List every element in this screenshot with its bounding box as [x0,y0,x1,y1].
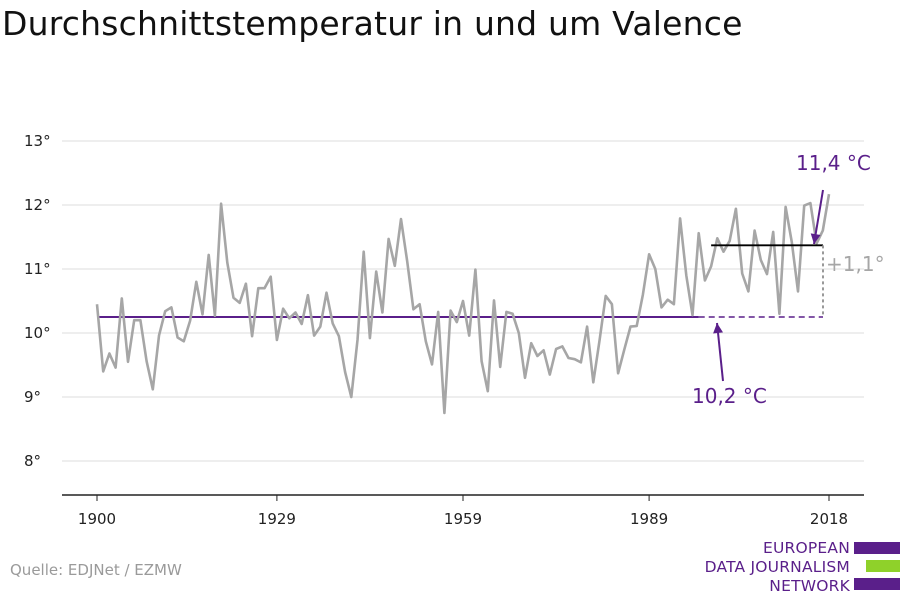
x-tick-label: 1929 [258,510,296,528]
series-layer [95,193,831,415]
y-tick-label: 8° [24,452,41,470]
x-tick-label: 1959 [444,510,482,528]
logo-bar-bottom [854,578,900,590]
difference-label: +1,1° [826,252,885,276]
logo-line-2: DATA JOURNALISM [704,558,850,576]
baseline-arrow-head [713,323,724,334]
chart-title: Durchschnittstemperatur in und um Valenc… [2,4,743,43]
temperature-series-line [95,193,831,415]
x-tick-label: 1900 [78,510,116,528]
x-axis: 1900 1929 1959 1989 2018 [62,494,864,528]
edjnet-logo: EUROPEAN DATA JOURNALISM NETWORK [700,538,900,600]
y-axis-ticks: 8° 9° 10° 11° 12° 13° [24,132,51,470]
y-tick-label: 10° [24,324,51,342]
logo-line-3: NETWORK [769,577,850,595]
logo-bar-top [854,542,900,554]
annotations: +1,1° 11,4 °C 10,2 °C [692,151,885,408]
x-tick-label: 1989 [630,510,668,528]
y-tick-label: 9° [24,388,41,406]
baseline-label: 10,2 °C [692,384,767,408]
x-tick-label: 2018 [810,510,848,528]
y-tick-label: 12° [24,196,51,214]
logo-line-1: EUROPEAN [762,539,850,557]
recent-mean-label: 11,4 °C [796,151,871,175]
grid-lines [62,140,864,462]
y-tick-label: 11° [24,260,51,278]
source-note: Quelle: EDJNet / EZMW [10,561,182,579]
y-tick-label: 13° [24,132,51,150]
recent-mean-arrow-head [810,233,821,244]
logo-bar-middle [866,560,900,572]
